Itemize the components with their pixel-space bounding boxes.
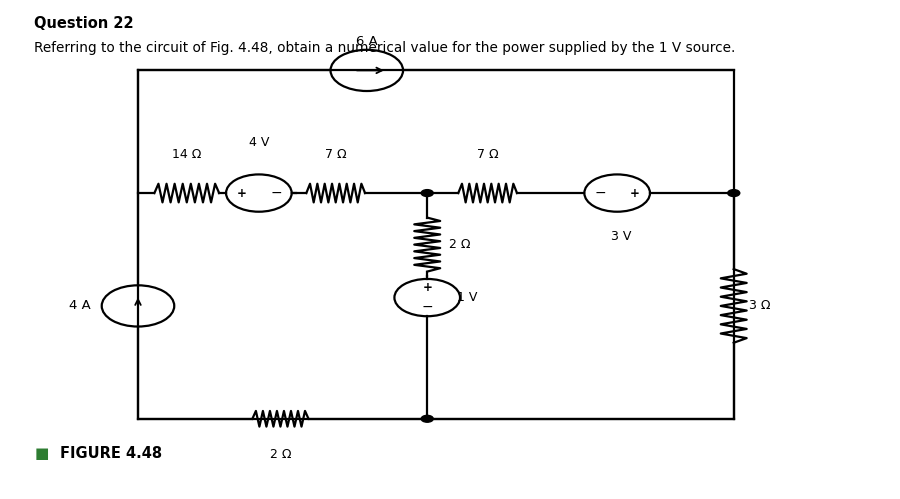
Text: 3 Ω: 3 Ω [750,299,770,312]
Text: 4 V: 4 V [248,136,269,149]
Text: +: + [422,281,432,294]
Text: +: + [237,187,247,200]
Text: Referring to the circuit of Fig. 4.48, obtain a numerical value for the power su: Referring to the circuit of Fig. 4.48, o… [34,41,736,55]
Text: 1 V: 1 V [457,291,478,304]
Text: +: + [629,187,639,200]
Circle shape [728,190,740,197]
Circle shape [421,415,433,422]
Text: 2 Ω: 2 Ω [449,238,471,251]
Text: Question 22: Question 22 [34,16,134,31]
Text: 6 A: 6 A [356,35,378,48]
Text: 2 Ω: 2 Ω [270,448,292,461]
Circle shape [421,190,433,197]
Text: 7 Ω: 7 Ω [477,148,499,161]
Text: 3 V: 3 V [611,230,632,243]
Text: −: − [594,186,606,200]
Bar [138,70,734,419]
Text: ■: ■ [34,447,49,462]
Text: −: − [421,300,433,314]
Text: 14 Ω: 14 Ω [172,148,202,161]
Text: 7 Ω: 7 Ω [325,148,346,161]
Text: FIGURE 4.48: FIGURE 4.48 [60,447,162,462]
Text: 4 A: 4 A [68,299,91,312]
Text: −: − [270,186,282,200]
